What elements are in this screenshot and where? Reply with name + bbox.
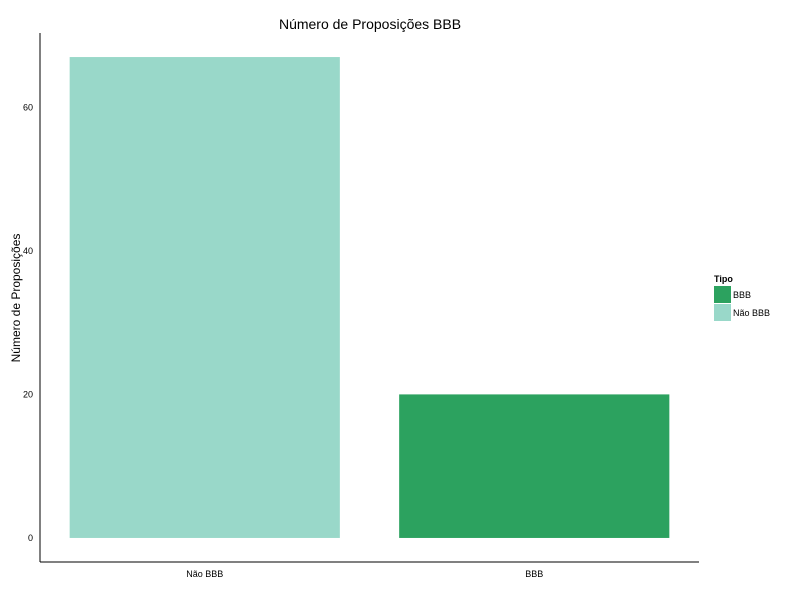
legend-label: BBB: [733, 290, 751, 300]
legend: Tipo BBB Não BBB: [714, 274, 770, 321]
y-tick-label: 0: [28, 533, 33, 543]
bars-group: [69, 57, 670, 538]
x-ticks-group: Não BBB BBB: [186, 569, 543, 579]
y-tick-label: 60: [23, 102, 33, 112]
bar-bbb: [399, 394, 670, 538]
legend-label: Não BBB: [733, 308, 770, 318]
y-ticks-group: 0 20 40 60: [23, 102, 33, 543]
x-tick-label: Não BBB: [186, 569, 223, 579]
y-tick-label: 40: [23, 246, 33, 256]
legend-title: Tipo: [714, 274, 733, 284]
chart-title: Número de Proposições BBB: [279, 16, 461, 32]
y-tick-label: 20: [23, 389, 33, 399]
y-axis-title: Número de Proposições: [9, 234, 23, 363]
legend-swatch: [714, 304, 731, 321]
legend-swatch: [714, 286, 731, 303]
bar-n-o-bbb: [69, 57, 340, 538]
x-tick-label: BBB: [525, 569, 543, 579]
